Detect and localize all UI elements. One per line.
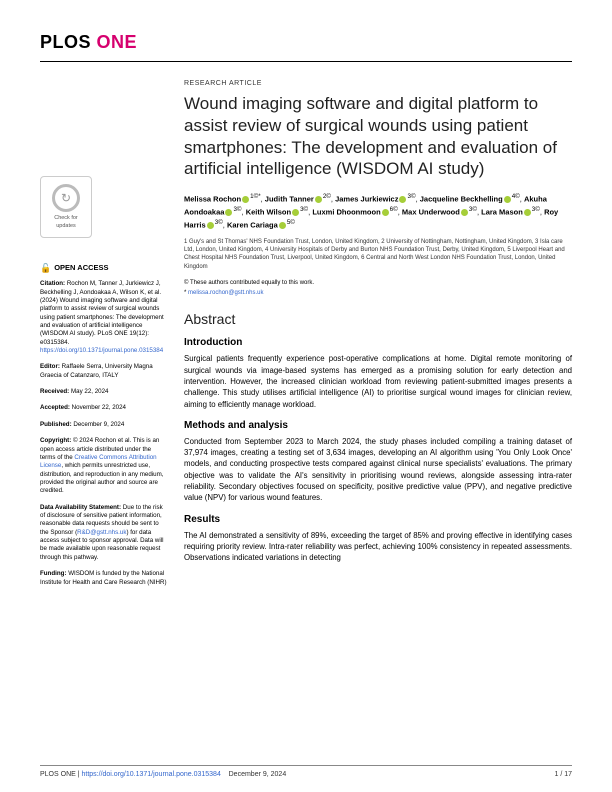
footer-journal: PLOS ONE | xyxy=(40,771,82,778)
footer-doi-link[interactable]: https://doi.org/10.1371/journal.pone.031… xyxy=(82,771,221,778)
abstract-heading: Abstract xyxy=(184,311,572,327)
intro-text: Surgical patients frequently experience … xyxy=(184,353,572,409)
article-title: Wound imaging software and digital platf… xyxy=(184,93,572,180)
citation-label: Citation: xyxy=(40,280,65,287)
data-availability-block: Data Availability Statement: Due to the … xyxy=(40,504,168,563)
check-updates-label: Check for updates xyxy=(45,215,87,230)
citation-block: Citation: Rochon M, Tanner J, Jurkiewicz… xyxy=(40,280,168,355)
authors-list: Melissa Rochon1©*, Judith Tanner2©, Jame… xyxy=(184,192,572,230)
published-label: Published: xyxy=(40,421,72,428)
article-type: RESEARCH ARTICLE xyxy=(184,80,572,87)
main-column: RESEARCH ARTICLE Wound imaging software … xyxy=(184,80,572,595)
editor-label: Editor: xyxy=(40,363,60,370)
methods-text: Conducted from September 2023 to March 2… xyxy=(184,436,572,504)
corresponding-author-note: * melissa.rochon@gstt.nhs.uk xyxy=(184,289,572,297)
journal-plos: PLOS xyxy=(40,32,91,52)
footer-page-number: 1 / 17 xyxy=(554,771,572,778)
footer-date: December 9, 2024 xyxy=(229,771,287,778)
check-updates-badge[interactable]: ↻ Check for updates xyxy=(40,176,92,238)
data-avail-label: Data Availability Statement: xyxy=(40,504,121,511)
copyright-block: Copyright: © 2024 Rochon et al. This is … xyxy=(40,437,168,496)
equal-contribution-note: © These authors contributed equally to t… xyxy=(184,279,572,287)
open-access-label: OPEN ACCESS xyxy=(54,263,108,273)
lock-open-icon: 🔓 xyxy=(40,262,51,274)
page-footer: PLOS ONE | https://doi.org/10.1371/journ… xyxy=(40,765,572,778)
funding-label: Funding: xyxy=(40,570,66,577)
results-text: The AI demonstrated a sensitivity of 89%… xyxy=(184,530,572,564)
citation-text: Rochon M, Tanner J, Jurkiewicz J, Beckhe… xyxy=(40,280,164,346)
journal-one: ONE xyxy=(97,32,138,52)
affiliations: 1 Guy's and St Thomas' NHS Foundation Tr… xyxy=(184,238,572,270)
data-avail-email-link[interactable]: R&D@gstt.nhs.uk xyxy=(77,529,126,536)
journal-header: PLOS ONE xyxy=(40,32,572,62)
funding-block: Funding: WISDOM is funded by the Nationa… xyxy=(40,570,168,587)
accepted-text: November 22, 2024 xyxy=(72,404,126,411)
results-heading: Results xyxy=(184,514,572,525)
published-text: December 9, 2024 xyxy=(73,421,124,428)
sidebar: ↻ Check for updates 🔓 OPEN ACCESS Citati… xyxy=(40,80,168,595)
received-block: Received: May 22, 2024 xyxy=(40,388,168,396)
accepted-block: Accepted: November 22, 2024 xyxy=(40,404,168,412)
open-access-badge: 🔓 OPEN ACCESS xyxy=(40,262,168,274)
received-label: Received: xyxy=(40,388,69,395)
check-updates-icon: ↻ xyxy=(52,184,80,212)
intro-heading: Introduction xyxy=(184,337,572,348)
received-text: May 22, 2024 xyxy=(71,388,109,395)
corresponding-email-link[interactable]: melissa.rochon@gstt.nhs.uk xyxy=(188,290,263,296)
editor-block: Editor: Raffaele Serra, University Magna… xyxy=(40,363,168,380)
accepted-label: Accepted: xyxy=(40,404,70,411)
citation-doi-link[interactable]: https://doi.org/10.1371/journal.pone.031… xyxy=(40,347,163,354)
methods-heading: Methods and analysis xyxy=(184,420,572,431)
copyright-label: Copyright: xyxy=(40,437,71,444)
published-block: Published: December 9, 2024 xyxy=(40,421,168,429)
